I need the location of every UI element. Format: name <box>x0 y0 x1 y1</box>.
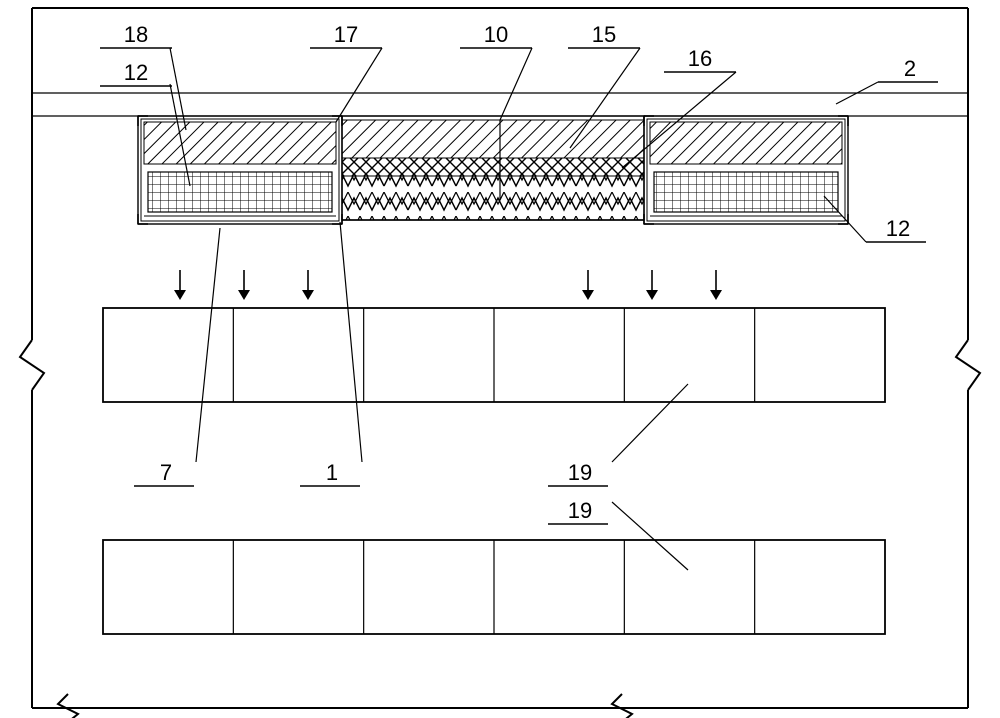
module-left <box>138 116 342 224</box>
arrow-2 <box>302 270 314 300</box>
callout-label-19: 19 <box>568 498 592 523</box>
callout-12-7: 12 <box>824 196 926 242</box>
arrow-0 <box>174 270 186 300</box>
callout-17-2: 17 <box>310 22 382 122</box>
module-center <box>342 116 644 220</box>
callout-label-1: 1 <box>326 460 338 485</box>
callout-label-10: 10 <box>484 22 508 47</box>
arrow-4 <box>646 270 658 300</box>
callout-19-11: 19 <box>548 498 688 570</box>
callout-label-7: 7 <box>160 460 172 485</box>
callout-label-15: 15 <box>592 22 616 47</box>
table-row-1 <box>103 308 885 402</box>
callout-label-2: 2 <box>904 56 916 81</box>
callout-2-6: 2 <box>836 56 938 104</box>
callout-19-10: 19 <box>548 384 688 486</box>
table-row-2 <box>103 540 885 634</box>
arrow-5 <box>710 270 722 300</box>
callout-label-12: 12 <box>124 60 148 85</box>
module-right <box>644 116 848 224</box>
callout-label-19: 19 <box>568 460 592 485</box>
callout-label-17: 17 <box>334 22 358 47</box>
callout-7-8: 7 <box>134 228 220 486</box>
callout-label-12: 12 <box>886 216 910 241</box>
callout-label-18: 18 <box>124 22 148 47</box>
arrow-3 <box>582 270 594 300</box>
callout-label-16: 16 <box>688 46 712 71</box>
callout-1-9: 1 <box>300 222 362 486</box>
arrow-1 <box>238 270 250 300</box>
